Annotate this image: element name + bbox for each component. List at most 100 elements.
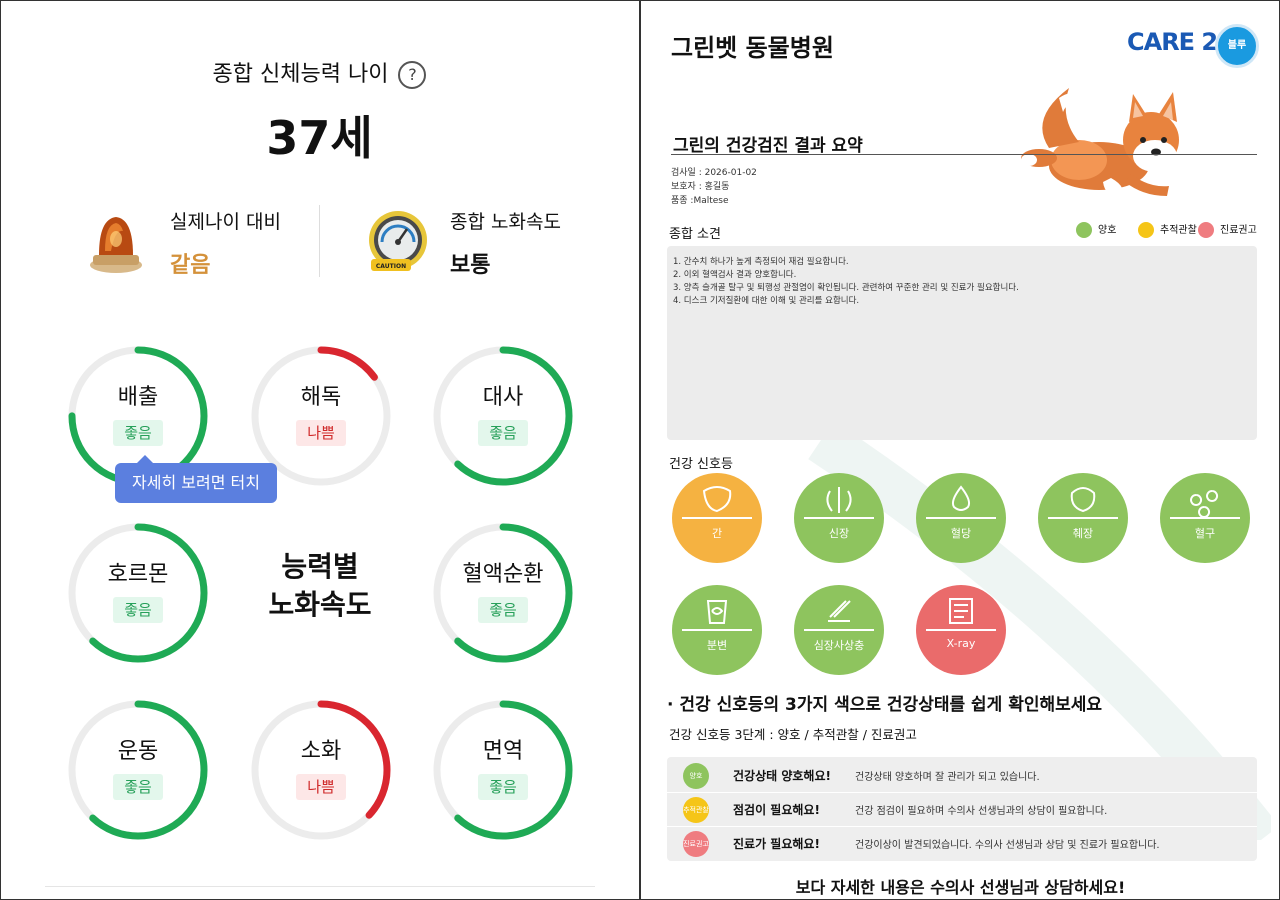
ring-name: 소화 xyxy=(300,739,342,764)
xray-icon xyxy=(949,598,973,624)
bottom-divider xyxy=(45,886,595,887)
ring-progress-arc xyxy=(68,700,208,840)
opinion-line: 2. 이외 혈액검사 결과 양호합니다. xyxy=(673,270,797,280)
signal-name: 혈구 xyxy=(1194,527,1216,540)
legend-item: 양호 xyxy=(1076,221,1116,238)
help-icon[interactable]: ? xyxy=(398,61,427,89)
test-kit-icon xyxy=(828,600,851,622)
summary-title: 그린의 건강검진 결과 요약 xyxy=(673,136,863,156)
ability-aging-speed-label: 능력별 노화속도 xyxy=(250,548,390,624)
stool-icon xyxy=(706,600,728,624)
gauge-icon: CAUTION xyxy=(369,211,427,271)
signal-간[interactable]: 간 xyxy=(672,473,762,563)
ring-progress-arc xyxy=(433,346,573,486)
ring-2[interactable]: 대사 좋음 xyxy=(432,345,574,487)
signal-췌장[interactable]: 췌장 xyxy=(1038,473,1128,563)
signal-name: X-ray xyxy=(946,637,976,650)
ring-name: 호르몬 xyxy=(107,562,169,587)
ring-1[interactable]: 해독 나쁨 xyxy=(250,345,392,487)
comparison-divider xyxy=(319,205,320,277)
signal-신장[interactable]: 신장 xyxy=(794,473,884,563)
ring-progress-arc xyxy=(251,346,391,486)
status-description: 건강상태 양호하며 잘 관리가 되고 있습니다. xyxy=(855,772,1040,783)
status-badge-icon: 추적관찰 xyxy=(683,797,709,823)
ring-status-badge: 좋음 xyxy=(113,420,163,446)
ring-status-badge: 나쁨 xyxy=(296,774,346,800)
hospital-name: 그린벳 동물병원 xyxy=(671,34,834,62)
liver-icon xyxy=(702,486,732,513)
ring-status-badge: 좋음 xyxy=(478,774,528,800)
exam-date: 검사일 : 2026-01-02 xyxy=(671,168,757,178)
status-description: 건강 점검이 필요하며 수의사 선생님과의 상담이 필요합니다. xyxy=(855,806,1108,817)
status-row: 추적관찰 점검이 필요해요! 건강 점검이 필요하며 수의사 선생님과의 상담이 필… xyxy=(667,792,1257,826)
opinion-box: 1. 간수치 하나가 높게 측정되어 재검 필요합니다. 2. 이외 혈액검사 결… xyxy=(667,246,1257,440)
ring-status-badge: 좋음 xyxy=(478,420,528,446)
ring-status-badge: 좋음 xyxy=(113,597,163,623)
gauge-caution-text: CAUTION xyxy=(376,263,406,270)
ring-name: 혈액순환 xyxy=(462,562,544,587)
status-badge-icon: 진료권고 xyxy=(683,831,709,857)
ring-name: 면역 xyxy=(482,739,524,764)
panel-divider xyxy=(639,0,641,900)
signal-X-ray[interactable]: X-ray xyxy=(916,585,1006,675)
ring-status-badge: 좋음 xyxy=(113,774,163,800)
status-row-divider xyxy=(667,826,1257,827)
actual-age-comparison-label: 실제나이 대비 xyxy=(170,211,281,233)
aging-speed-label: 종합 노화속도 xyxy=(450,211,561,233)
ring-progress-arc xyxy=(433,523,573,663)
status-badge-icon: 양호 xyxy=(683,763,709,789)
aging-speed-summary: CAUTION 종합 노화속도 보통 xyxy=(365,205,585,278)
signal-분변[interactable]: 분변 xyxy=(672,585,762,675)
overall-age-title: 종합 신체능력 나이 xyxy=(212,62,389,87)
ring-4[interactable]: 혈액순환 좋음 xyxy=(432,522,574,664)
kidney-icon xyxy=(826,487,852,513)
signal-name: 분변 xyxy=(706,639,728,652)
signal-divider xyxy=(926,629,996,631)
status-heading: 건강상태 양호해요! xyxy=(733,769,831,783)
center-label-line1: 능력별 xyxy=(281,550,359,583)
signal-divider xyxy=(804,629,874,631)
ability-age-panel: 종합 신체능력 나이? 37세 실제나이 대비 같음 CAUTION 종합 노화… xyxy=(0,0,639,900)
opinion-title: 종합 소견 xyxy=(669,227,721,242)
opinion-line: 4. 디스크 기저질환에 대한 이해 및 관리를 요합니다. xyxy=(673,296,860,306)
ring-status-badge: 나쁨 xyxy=(296,420,346,446)
guardian-name: 보호자 : 홍길동 xyxy=(671,182,730,192)
pancreas-icon xyxy=(1070,487,1096,513)
status-description: 건강이상이 발견되었습니다. 수의사 선생님과 상담 및 진료가 필요합니다. xyxy=(855,840,1160,851)
signal-혈구[interactable]: 혈구 xyxy=(1160,473,1250,563)
signal-name: 간 xyxy=(711,527,723,540)
signal-divider xyxy=(804,517,874,519)
legend-label: 진료권고 xyxy=(1220,225,1257,236)
overall-age-value: 37세 xyxy=(266,111,373,165)
actual-age-comparison: 실제나이 대비 같음 xyxy=(85,205,305,278)
status-heading: 점검이 필요해요! xyxy=(733,803,820,817)
signal-stages: 건강 신호등 3단계 : 양호 / 추적관찰 / 진료권고 xyxy=(669,727,917,742)
blood-cell-icon xyxy=(1190,490,1219,518)
ring-name: 배출 xyxy=(117,385,159,410)
ring-name: 운동 xyxy=(117,739,159,764)
blue-grade-badge: 블루 xyxy=(1215,24,1259,68)
status-explanations: 양호 건강상태 양호해요! 건강상태 양호하며 잘 관리가 되고 있습니다. 추적관찰… xyxy=(667,757,1257,861)
aging-speed-value: 보통 xyxy=(450,253,491,278)
ring-progress-arc xyxy=(433,700,573,840)
signal-혈당[interactable]: 혈당 xyxy=(916,473,1006,563)
opinion-line: 3. 양측 슬개골 탈구 및 퇴행성 관절염이 확인됩니다. 관련하여 꾸준한 … xyxy=(673,283,1019,293)
health-report-panel: 그린벳 동물병원 CARE 25 블루 그린의 건강검진 결과 요약 검사일 :… xyxy=(641,0,1280,900)
touch-for-details-tooltip[interactable]: 자세히 보려면 터치 xyxy=(115,455,277,503)
signal-divider xyxy=(1048,517,1118,519)
signal-name: 신장 xyxy=(828,527,850,540)
signal-headline: · 건강 신호등의 3가지 색으로 건강상태를 쉽게 확인해보세요 xyxy=(667,695,1103,715)
shiba-dog-illustration xyxy=(1021,88,1183,198)
signal-title: 건강 신호등 xyxy=(669,457,733,472)
signal-심장사상충[interactable]: 심장사상충 xyxy=(794,585,884,675)
legend-label: 양호 xyxy=(1098,225,1117,236)
signal-divider xyxy=(1170,517,1240,519)
signal-name: 혈당 xyxy=(950,527,972,540)
signal-name: 췌장 xyxy=(1072,527,1094,540)
status-row-divider xyxy=(667,792,1257,793)
consult-footer: 보다 자세한 내용은 수의사 선생님과 상담하세요! xyxy=(795,878,1126,897)
